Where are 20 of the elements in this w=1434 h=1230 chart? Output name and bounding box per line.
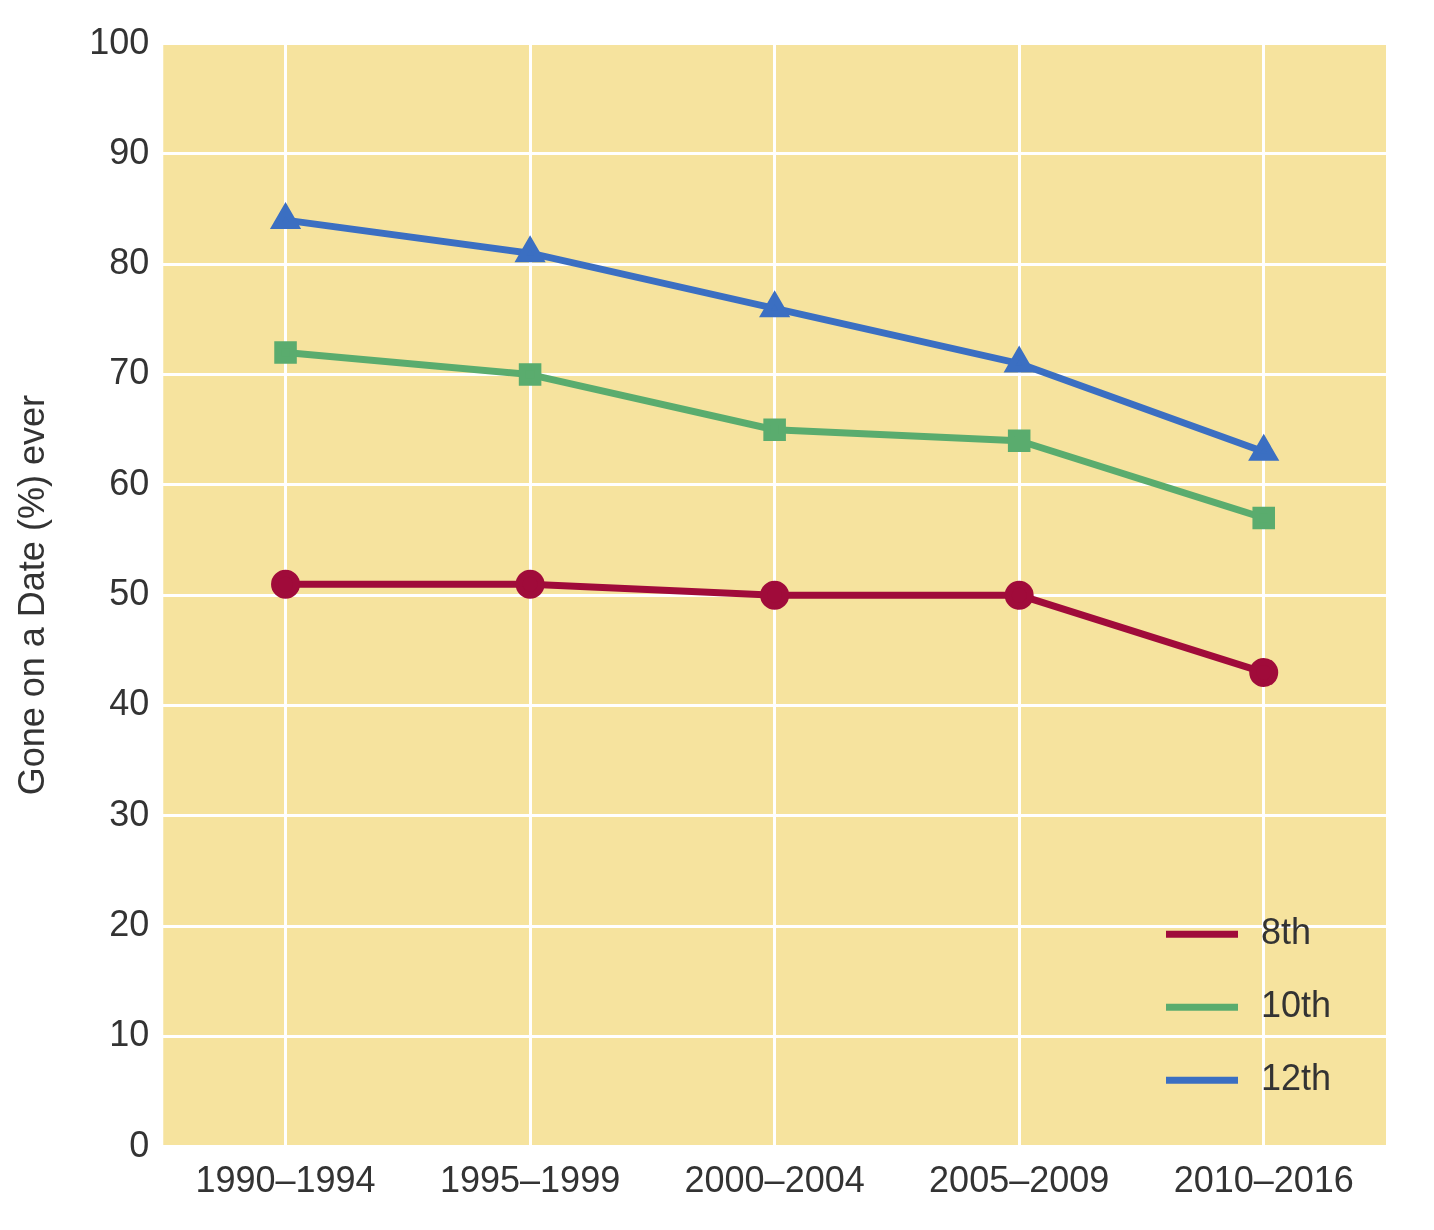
legend-label: 8th — [1261, 911, 1312, 953]
y-tick-label: 60 — [109, 461, 150, 503]
x-tick-label: 1995–1999 — [439, 1159, 621, 1201]
y-tick-label: 70 — [109, 351, 150, 393]
legend-label: 10th — [1261, 984, 1332, 1026]
y-tick-label: 100 — [89, 20, 150, 62]
x-tick-label: 2005–2009 — [929, 1159, 1110, 1201]
y-tick-label: 10 — [109, 1013, 150, 1055]
x-tick-label: 2000–2004 — [684, 1159, 865, 1201]
y-tick-label: 90 — [109, 130, 150, 172]
y-tick-label: 40 — [109, 682, 150, 724]
y-tick-label: 50 — [109, 572, 150, 614]
x-tick-label: 2010–2016 — [1173, 1159, 1354, 1201]
y-tick-label: 80 — [109, 241, 150, 283]
y-tick-label: 0 — [129, 1123, 150, 1165]
legend-label: 12th — [1261, 1057, 1332, 1099]
y-tick-label: 30 — [109, 792, 150, 834]
x-tick-label: 1990–1994 — [195, 1159, 376, 1201]
y-axis-title: Gone on a Date (%) ever — [10, 395, 52, 796]
y-tick-label: 20 — [109, 903, 150, 945]
